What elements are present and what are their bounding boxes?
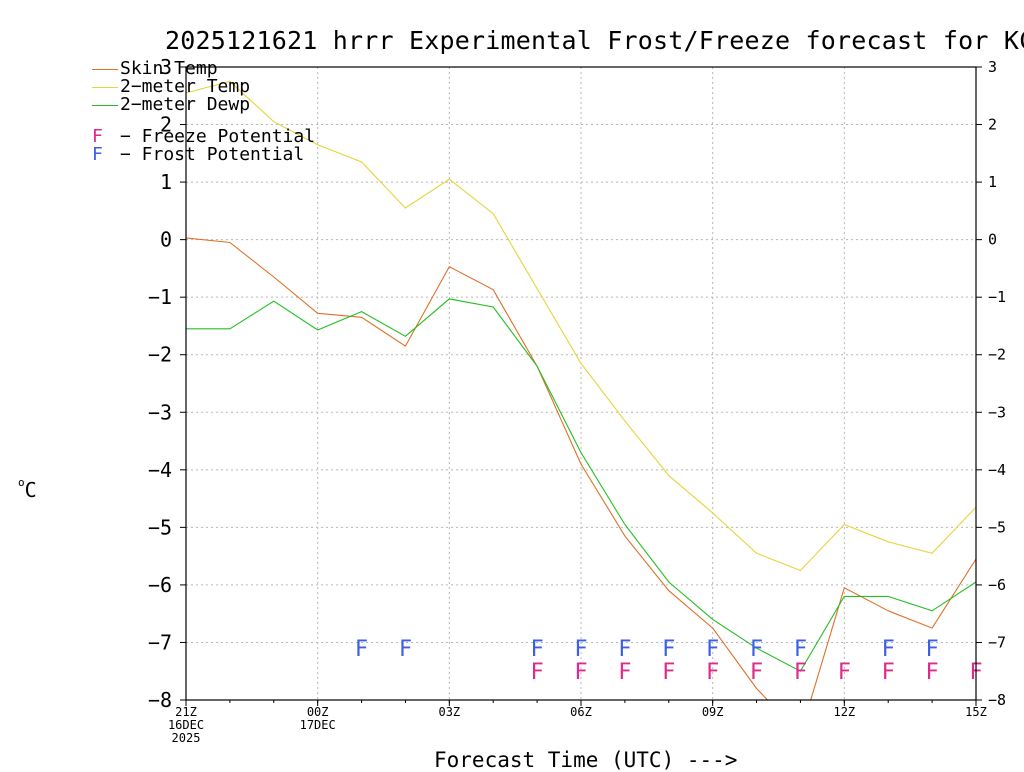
y-tick-label-left: 1 [160, 170, 172, 194]
chart-title: 2025121621 hrrr Experimental Frost/Freez… [165, 26, 1024, 55]
legend-label-frost: − Frost Potential [120, 144, 305, 165]
marker-frost-potential: F [706, 637, 719, 662]
legend-glyph-freeze: F [92, 126, 103, 147]
y-tick-label-right: −4 [988, 461, 1006, 479]
y-tick-label-left: −6 [148, 573, 172, 597]
x-tick-label: 17DEC [300, 718, 336, 732]
legend-item-freeze: F − Freeze Potential [92, 128, 315, 146]
legend-swatch-2m-dewp [92, 104, 118, 106]
marker-frost-potential: F [750, 637, 763, 662]
x-axis-label: Forecast Time (UTC) ---> [434, 748, 738, 772]
y-tick-label-right: −8 [988, 691, 1006, 709]
marker-frost-potential: F [399, 637, 412, 662]
y-tick-label-left: −3 [148, 400, 172, 424]
y-tick-label-right: −2 [988, 346, 1006, 364]
legend-label-2m-temp: 2−meter Temp [120, 76, 251, 97]
x-tick-label: 15Z [965, 705, 987, 719]
marker-frost-potential: F [618, 637, 631, 662]
axes: −8 −8 −7 −7 −6 −6 −5 −5 −4 −4 −3 −3 −2 −2 −1 −1 0 0 1 1 2 2 3 3… [148, 55, 1006, 745]
grid-lines [186, 67, 976, 700]
potential-markers: F F F F F F F F F F FF F F F F F F F F F F [355, 637, 983, 685]
marker-freeze-potential: F [618, 660, 631, 685]
legend-label-skin-temp: Skin Temp [120, 58, 218, 79]
x-tick-label: 09Z [702, 705, 724, 719]
y-tick-label-right: 1 [988, 173, 997, 191]
y-tick-label-left: −4 [148, 458, 172, 482]
marker-freeze-potential: F [662, 660, 675, 685]
y-tick-label-right: −1 [988, 288, 1006, 306]
y-tick-label-right: −6 [988, 576, 1006, 594]
legend-swatch-skin-temp [92, 68, 118, 70]
legend-swatch-2m-temp [92, 86, 118, 88]
y-tick-label-left: −1 [148, 285, 172, 309]
marker-freeze-potential: F [882, 660, 895, 685]
y-axis-label-unit: C [24, 478, 37, 502]
y-tick-label-right: 0 [988, 231, 997, 249]
y-axis-label: oC [18, 476, 37, 502]
series-line-2-meter-temp [186, 80, 976, 572]
legend-item-frost: F − Frost Potential [92, 146, 315, 164]
marker-frost-potential: F [355, 637, 368, 662]
series-line-skin-temp [186, 237, 976, 700]
marker-freeze-potential: F [530, 660, 543, 685]
marker-frost-potential: F [662, 637, 675, 662]
legend-item-skin-temp: Skin Temp [92, 60, 315, 78]
y-tick-label-left: 2 [160, 113, 172, 137]
series-lines [186, 80, 976, 700]
x-tick-label: 2025 [172, 731, 201, 745]
y-tick-label-left: −5 [148, 515, 172, 539]
marker-freeze-potential: F [794, 660, 807, 685]
x-tick-label: 16DEC [168, 718, 204, 732]
y-axis-label-degree: o [18, 476, 25, 489]
y-tick-label-right: 2 [988, 116, 997, 134]
y-tick-label-right: −3 [988, 403, 1006, 421]
series-line-2-meter-dewp [186, 298, 976, 672]
marker-frost-potential: F [882, 637, 895, 662]
legend-label-2m-dewp: 2−meter Dewp [120, 94, 251, 115]
marker-freeze-potential: F [706, 660, 719, 685]
x-tick-label: 03Z [438, 705, 460, 719]
y-tick-label-left: −2 [148, 343, 172, 367]
marker-frost-potential: F [530, 637, 543, 662]
x-tick-label: 21Z [175, 705, 197, 719]
marker-freeze-potential: F [750, 660, 763, 685]
x-tick-label: 00Z [307, 705, 329, 719]
marker-frost-potential: F [794, 637, 807, 662]
y-tick-label-right: −7 [988, 633, 1006, 651]
y-tick-label-left: 3 [160, 55, 172, 79]
y-tick-label-left: 0 [160, 228, 172, 252]
y-tick-label-left: −7 [148, 630, 172, 654]
y-tick-label-right: 3 [988, 58, 997, 76]
marker-frost-potential: F [574, 637, 587, 662]
y-tick-label-left: −8 [148, 688, 172, 712]
x-tick-label: 12Z [833, 705, 855, 719]
marker-freeze-potential: F [925, 660, 938, 685]
x-tick-label: 06Z [570, 705, 592, 719]
legend: Skin Temp 2−meter Temp 2−meter Dewp F − … [92, 60, 315, 164]
marker-frost-potential: F [925, 637, 938, 662]
legend-item-2m-temp: 2−meter Temp [92, 78, 315, 96]
y-tick-label-right: −5 [988, 518, 1006, 536]
legend-glyph-frost: F [92, 144, 103, 165]
legend-item-2m-dewp: 2−meter Dewp [92, 96, 315, 114]
marker-freeze-potential: F [574, 660, 587, 685]
legend-label-freeze: − Freeze Potential [120, 126, 316, 147]
marker-freeze-potential: F [838, 660, 851, 685]
